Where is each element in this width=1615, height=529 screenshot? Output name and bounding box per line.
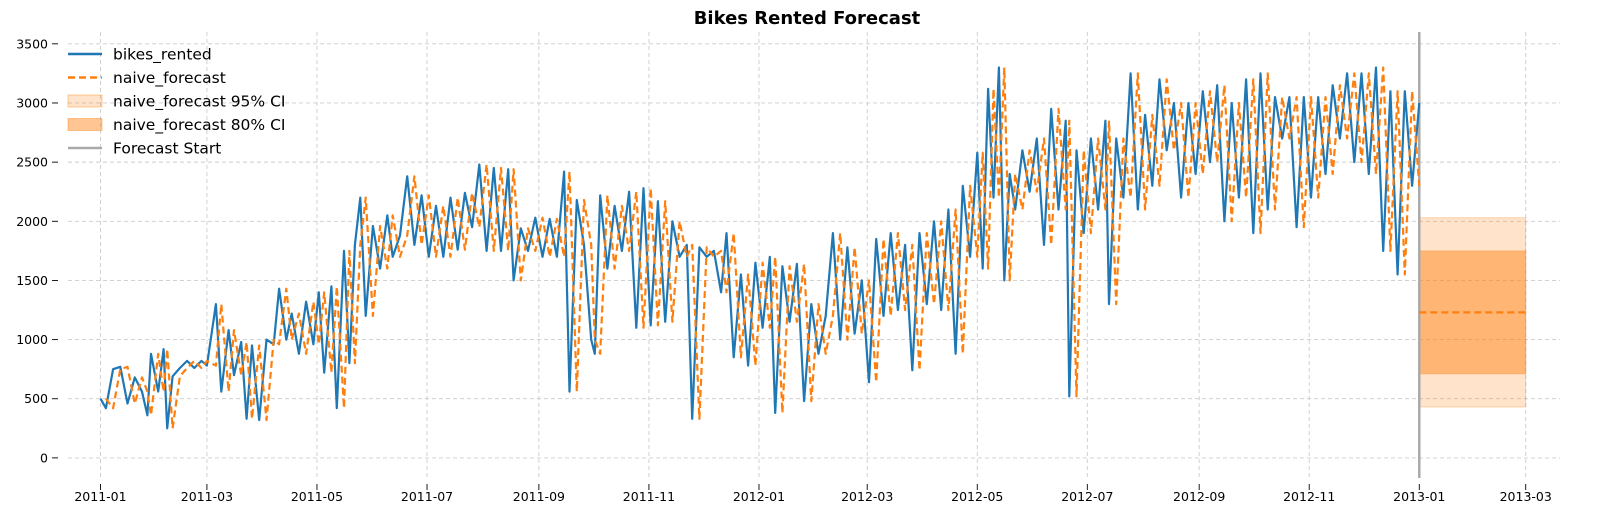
y-tick-label: 1000 (16, 332, 48, 347)
y-tick-label: 500 (24, 391, 48, 406)
series-line-naive-history (105, 66, 1421, 430)
axis-layer: 0 500 1000 1500 2000 2500 3000 3500 2011-01 2011-… (16, 36, 1552, 504)
legend-label: bikes_rented (113, 46, 212, 65)
y-tick-label: 2500 (16, 155, 48, 170)
x-tick-label: 2011-01 (74, 489, 126, 504)
x-tick-label: 2012-09 (1173, 489, 1225, 504)
legend-label: naive_forecast (113, 69, 226, 88)
y-tick-label: 3500 (16, 36, 48, 51)
x-tick-label: 2012-11 (1283, 489, 1335, 504)
legend-item: Forecast Start (68, 140, 221, 158)
legend-label: Forecast Start (113, 140, 221, 158)
x-tick-label: 2013-03 (1500, 489, 1552, 504)
legend-swatch (67, 94, 103, 108)
legend-item: naive_forecast 95% CI (67, 93, 285, 112)
y-tick-label: 1500 (16, 273, 48, 288)
x-tick-label: 2011-09 (513, 489, 565, 504)
legend-swatch (67, 118, 103, 131)
chart-title: Bikes Rented Forecast (694, 8, 921, 29)
x-tick-label: 2012-07 (1061, 489, 1113, 504)
grid-layer (68, 32, 1560, 478)
x-tick-label: 2011-05 (291, 489, 343, 504)
x-tick-label: 2013-01 (1393, 489, 1445, 504)
y-tick-label: 3000 (16, 95, 48, 110)
legend-label: naive_forecast 80% CI (113, 116, 285, 135)
series-line-bikes-rented (99, 66, 1421, 430)
legend-item: naive_forecast (68, 69, 226, 88)
legend: bikes_rented naive_forecast naive_forecast… (67, 46, 285, 158)
x-tick-label: 2011-03 (181, 489, 233, 504)
y-tick-label: 0 (40, 450, 48, 465)
x-tick-label: 2012-01 (733, 489, 785, 504)
x-tick-label: 2012-05 (951, 489, 1003, 504)
x-tick-label: 2011-07 (401, 489, 453, 504)
series-layer (99, 66, 1526, 430)
x-tick-label: 2011-11 (623, 489, 675, 504)
y-tick-label: 2000 (16, 214, 48, 229)
x-tick-label: 2012-03 (841, 489, 893, 504)
legend-item: bikes_rented (68, 46, 212, 65)
legend-item: naive_forecast 80% CI (67, 116, 285, 135)
legend-label: naive_forecast 95% CI (113, 93, 285, 112)
